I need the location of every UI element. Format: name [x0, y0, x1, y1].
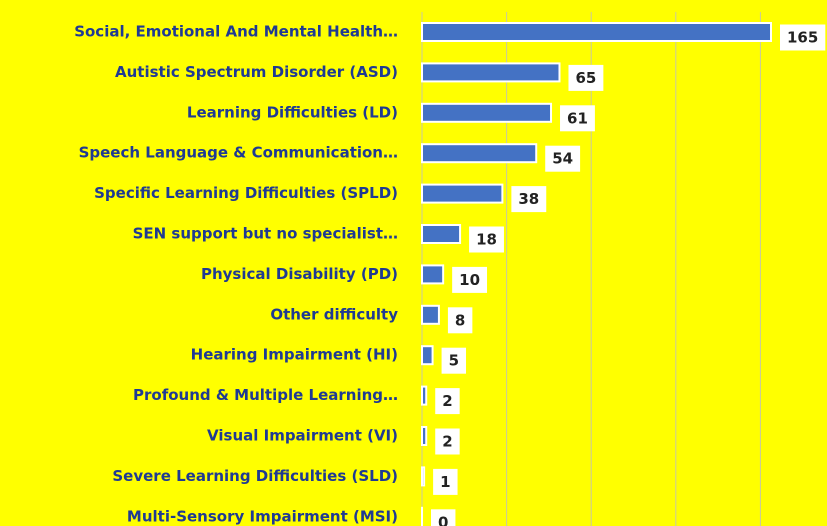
value-label-box	[560, 105, 595, 132]
value-label: 65	[575, 69, 596, 87]
bar	[421, 345, 434, 366]
category-label: Severe Learning Difficulties (SLD)	[112, 467, 398, 485]
bar	[421, 183, 504, 204]
value-label-box	[431, 509, 456, 526]
value-label: 10	[459, 271, 480, 289]
bar	[421, 426, 428, 446]
category-label: Speech Language & Communication…	[79, 144, 398, 162]
value-label: 0	[438, 513, 448, 526]
category-label: Hearing Impairment (HI)	[191, 346, 398, 364]
value-label: 2	[442, 433, 452, 451]
category-label: SEN support but no specialist…	[133, 225, 398, 243]
value-label-box	[780, 24, 826, 51]
value-label-box	[568, 64, 604, 91]
category-label: Specific Learning Difficulties (SPLD)	[94, 184, 398, 202]
bar	[421, 143, 538, 164]
value-label-box	[435, 388, 460, 415]
category-label: Other difficulty	[270, 305, 398, 323]
value-label: 1	[440, 473, 450, 491]
bar	[421, 385, 428, 406]
value-label: 61	[567, 109, 588, 127]
bar	[421, 264, 445, 285]
value-label: 54	[552, 150, 573, 168]
value-label-box	[511, 186, 547, 213]
bar	[421, 22, 772, 42]
value-label: 5	[449, 352, 459, 370]
value-label-box	[441, 347, 467, 374]
category-label: Physical Disability (PD)	[201, 265, 398, 283]
category-label: Visual Impairment (VI)	[207, 427, 398, 445]
value-label: 2	[442, 392, 452, 410]
category-label: Multi-Sensory Impairment (MSI)	[127, 507, 398, 525]
value-label-box	[469, 226, 504, 253]
bar	[421, 62, 561, 83]
value-label: 8	[455, 311, 465, 329]
value-label-box	[545, 145, 581, 172]
category-label: Profound & Multiple Learning…	[133, 386, 398, 404]
category-label: Learning Difficulties (LD)	[187, 103, 398, 121]
category-label: Autistic Spectrum Disorder (ASD)	[115, 63, 398, 81]
bar	[421, 466, 426, 487]
bar	[421, 224, 462, 244]
bar	[421, 304, 440, 325]
bar	[421, 102, 553, 123]
value-label-box	[435, 428, 460, 455]
value-label-box	[452, 266, 488, 293]
value-label-box	[433, 468, 458, 495]
value-label-box	[447, 307, 473, 334]
category-label: Social, Emotional And Mental Health…	[74, 23, 398, 41]
value-label: 38	[518, 190, 539, 208]
value-label: 165	[787, 29, 818, 47]
value-label: 18	[476, 231, 497, 249]
